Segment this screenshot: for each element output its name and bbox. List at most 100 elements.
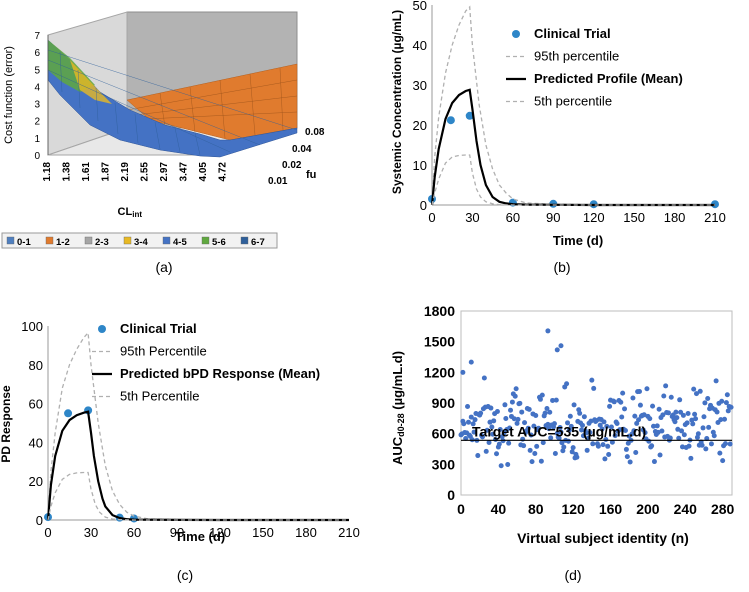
subject-point [481,375,487,381]
subject-point [722,416,728,422]
subject-point [723,400,729,406]
subject-point [695,431,701,437]
subject-point [617,427,623,433]
clinical-trial-point [446,116,455,125]
panel-a-legend-box [1,232,278,249]
y-tick-label: 30 [413,78,427,93]
panel-c-line-chart: 0 20 40 60 80 100 0 30 60 90 120 150 180 210 PD Respo… [0,319,360,583]
x-tick-label: 90 [170,525,184,540]
y-tick-label: 1800 [424,303,455,319]
panel-b-plot: 0 10 20 30 40 50 0 30 60 90 120 150 180 210 [413,0,726,225]
subject-point [502,402,508,408]
y-tick-label: 1200 [424,364,455,380]
legend-label: 95th Percentile [120,344,207,359]
subject-point [693,416,699,422]
subject-point [703,446,709,452]
y-tick-label: 100 [21,319,43,334]
subject-point [679,444,685,450]
subject-point [558,429,564,435]
subject-point [637,402,643,408]
z-tick-label: 4 [34,82,40,93]
subject-point [584,447,590,453]
subject-point [513,386,519,392]
subject-point [526,406,532,412]
y-tick-label: 0 [36,513,43,528]
legend-label: 95th percentile [534,49,619,64]
subject-point [548,435,554,441]
subject-point [673,409,679,415]
panel-a-ylabel: Cost function (error) [3,46,15,144]
subject-point [542,410,548,416]
legend-label: 4-5 [173,237,187,248]
subject-point [503,415,509,421]
subject-point [728,404,734,410]
subject-point [600,442,606,448]
subject-point [556,435,562,441]
subject-point [684,420,690,426]
subject-point [702,400,708,406]
subject-point [644,386,650,392]
y-tick-label: 20 [29,474,43,489]
panel-a-depth-label: fu [306,169,316,181]
x-tick-label: 60 [506,210,520,225]
panel-a-surface-chart: 0 1 2 3 4 5 6 7 1.18 1.38 1.61 1.87 2.19 2.55 2.97 3.4… [1,11,325,275]
subject-point [515,416,521,422]
surface-region-0-1 [47,39,298,158]
subject-point [651,459,657,465]
subject-point [667,435,673,441]
subject-point [554,347,560,353]
subject-point [468,359,474,365]
subject-point [714,409,720,415]
subject-point [525,425,531,431]
subject-point [540,440,546,446]
x-tick-label: 210 [704,210,726,225]
x-tick-label: 40 [491,501,507,517]
x-tick-label: 0 [428,210,435,225]
percentile-line [47,331,349,521]
y-tick-label: 300 [432,456,456,472]
legend-swatch [84,236,93,245]
x-tick-label: 180 [295,525,317,540]
subject-point [711,433,717,439]
subject-point [544,405,550,411]
subject-point [479,434,485,440]
subject-point [605,443,611,449]
subject-point [631,428,637,434]
subject-point [612,433,618,439]
legend-label: Clinical Trial [534,26,611,41]
x-axis-ticks: 1.18 1.38 1.61 1.87 2.19 2.55 2.97 3.47 4.05 4.72 [42,162,229,182]
subject-point [722,441,728,447]
subject-point [668,394,674,400]
panel-d-scatter-chart: 0 300 600 900 1200 1500 1800 0 40 80 120 160 200 240 2… [390,303,735,583]
surface-grid-orange [126,67,298,139]
panel-d-xlabel: Virtual subject identity (n) [517,530,689,546]
legend-label: 1-2 [56,237,70,248]
panel-d-ylabel: AUCd0-28 (µg/mL.d) [390,351,406,465]
panel-a-legend: 0-1 1-2 2-3 3-4 4-5 5-6 6-7 [6,236,265,248]
legend-label: 5th percentile [534,94,612,109]
subject-point [649,443,655,449]
subject-point [534,443,540,449]
subject-point [599,426,605,432]
subject-point [654,423,660,429]
subject-point [571,402,577,408]
subject-point [607,403,613,409]
x-tick-label: 60 [127,525,141,540]
z-tick-label: 5 [34,65,40,76]
subject-point [705,396,711,402]
subject-point [568,423,574,429]
subject-point [719,398,725,404]
legend-swatch [6,236,15,245]
subject-point [618,399,624,405]
subject-point [720,458,726,464]
subject-point [675,426,681,432]
subject-point [471,429,477,435]
subject-point [604,423,610,429]
y-tick-label: 80 [29,358,43,373]
legend-label: Clinical Trial [120,321,197,336]
subject-point [558,343,564,349]
x-tick-label: 2.19 [120,162,131,182]
z-tick-label: 6 [34,48,40,59]
x-tick-label: 0 [44,525,51,540]
subject-point [642,430,648,436]
